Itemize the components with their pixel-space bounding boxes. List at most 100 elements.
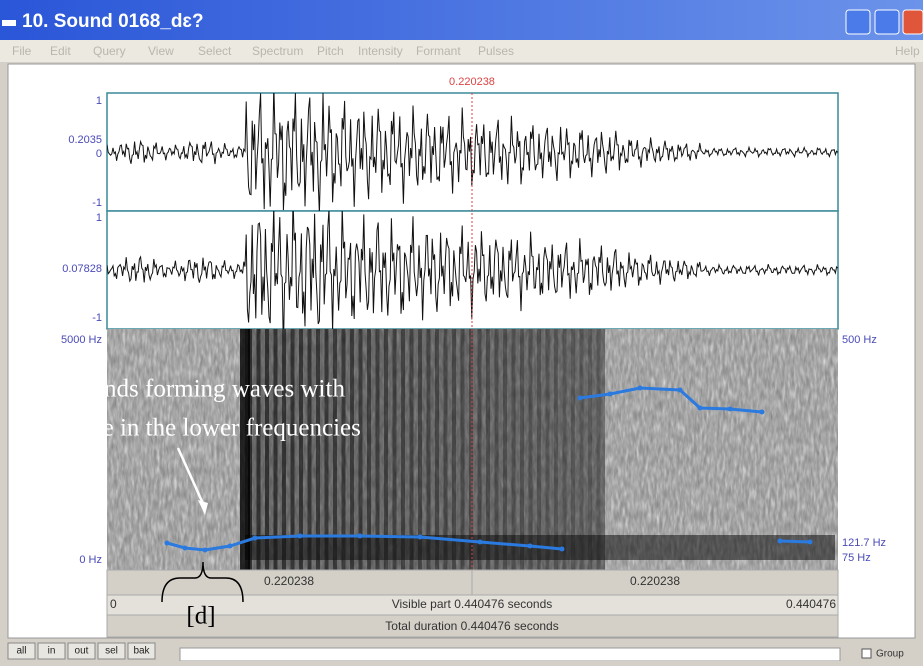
- pitch-max: 500 Hz: [842, 334, 877, 346]
- pitch-point: [727, 406, 733, 412]
- ch2-top: 1: [96, 212, 102, 224]
- close-button[interactable]: [902, 9, 923, 35]
- spec-min: 0 Hz: [79, 554, 102, 566]
- glottal-striation: [375, 329, 380, 570]
- pitch-point: [164, 540, 170, 546]
- menu-item[interactable]: Query: [93, 44, 126, 58]
- menu-item[interactable]: Intensity: [358, 44, 403, 58]
- menu-item[interactable]: Spectrum: [252, 44, 303, 58]
- pitch-point: [202, 547, 208, 553]
- glottal-striation: [384, 329, 388, 570]
- glottal-striation: [350, 329, 354, 570]
- glottal-striation: [443, 329, 448, 570]
- menu-help[interactable]: Help: [895, 44, 920, 58]
- zoom-button[interactable]: [97, 642, 126, 660]
- annotation-arrow: [176, 447, 207, 509]
- zoom-button-label: bak: [133, 646, 150, 657]
- glottal-striation: [409, 329, 414, 570]
- segment-label: [d]: [186, 603, 215, 630]
- glottal-striation: [596, 329, 601, 570]
- pitch-point: [607, 391, 613, 397]
- annotation-line-1: Light bands forming waves with: [20, 376, 345, 403]
- glottal-striation: [528, 329, 533, 570]
- glottal-striation: [273, 329, 278, 570]
- glottal-striation: [324, 329, 329, 570]
- glottal-striation: [299, 329, 303, 570]
- glottal-striation: [545, 329, 550, 570]
- pitch-point: [807, 539, 813, 545]
- pitch-point: [777, 538, 783, 544]
- glottal-striation: [579, 329, 584, 570]
- maximize-button[interactable]: [874, 9, 900, 35]
- pitch-point: [417, 534, 423, 540]
- menu-item[interactable]: File: [12, 44, 32, 58]
- pitch-contour: [779, 539, 811, 544]
- zoom-button-label: in: [48, 646, 56, 657]
- zoom-button[interactable]: [67, 642, 96, 660]
- glottal-striation: [494, 329, 499, 570]
- zoom-button[interactable]: [37, 642, 66, 660]
- zoom-button-label: out: [75, 646, 89, 657]
- glottal-striation: [588, 329, 592, 570]
- zoom-button[interactable]: [127, 642, 156, 660]
- total-bar: [106, 614, 839, 638]
- pitch-point: [477, 539, 483, 545]
- window-title: 10. Sound 0168_dɛ?: [22, 11, 204, 32]
- glottal-striation: [562, 329, 567, 570]
- pitch-point: [297, 533, 303, 539]
- menu-bar: [0, 40, 923, 62]
- glottal-striation: [426, 329, 431, 570]
- voicing-region: [245, 329, 605, 570]
- menu-item[interactable]: Pitch: [317, 44, 344, 58]
- glottal-striation: [537, 329, 541, 570]
- glottal-striation: [401, 329, 405, 570]
- glottal-striation: [520, 329, 524, 570]
- glottal-striation: [256, 329, 261, 570]
- glottal-striation: [503, 329, 507, 570]
- group-checkbox[interactable]: [861, 648, 872, 659]
- pitch-point: [357, 533, 363, 539]
- glottal-striation: [307, 329, 312, 570]
- glottal-striation: [367, 329, 371, 570]
- zoom-button-label: sel: [105, 646, 118, 657]
- glottal-striation: [341, 329, 346, 570]
- glottal-striation: [290, 329, 295, 570]
- glottal-striation: [452, 329, 456, 570]
- glottal-striation: [486, 329, 490, 570]
- menu-item[interactable]: Edit: [50, 44, 71, 58]
- pitch-point: [577, 395, 583, 401]
- pitch-value: 121.7 Hz: [842, 537, 886, 549]
- glottal-striation: [554, 329, 558, 570]
- ch1-top: 1: [96, 95, 102, 107]
- ch1-zero: 0: [96, 148, 102, 160]
- pitch-point: [697, 405, 703, 411]
- right-time[interactable]: 0.220238: [630, 574, 680, 588]
- glottal-striation: [511, 329, 516, 570]
- glottal-striation: [282, 329, 286, 570]
- menu-item[interactable]: Pulses: [478, 44, 514, 58]
- glottal-striation: [392, 329, 397, 570]
- pitch-point: [637, 385, 643, 391]
- onset-band: [240, 329, 250, 570]
- glottal-striation: [571, 329, 575, 570]
- left-time[interactable]: 0.220238: [264, 574, 314, 588]
- visible-part[interactable]: Visible part 0.440476 seconds: [392, 597, 553, 611]
- title-bar: [0, 0, 923, 40]
- ch2-value: 0.07828: [62, 263, 102, 275]
- ch1-bottom: -1: [92, 197, 102, 209]
- zoom-button[interactable]: [7, 642, 36, 660]
- glottal-striation: [418, 329, 422, 570]
- minimize-button[interactable]: [845, 9, 871, 35]
- spec-max: 5000 Hz: [61, 334, 102, 346]
- glottal-striation: [477, 329, 482, 570]
- menu-item[interactable]: Formant: [416, 44, 461, 58]
- glottal-striation: [316, 329, 320, 570]
- waveform: [107, 211, 838, 329]
- visible-start: 0: [110, 597, 117, 611]
- total-duration[interactable]: Total duration 0.440476 seconds: [385, 619, 558, 633]
- segment-brace: [161, 561, 244, 603]
- menu-item[interactable]: View: [148, 44, 174, 58]
- menu-item[interactable]: Select: [198, 44, 232, 58]
- scrollbar[interactable]: [179, 647, 841, 662]
